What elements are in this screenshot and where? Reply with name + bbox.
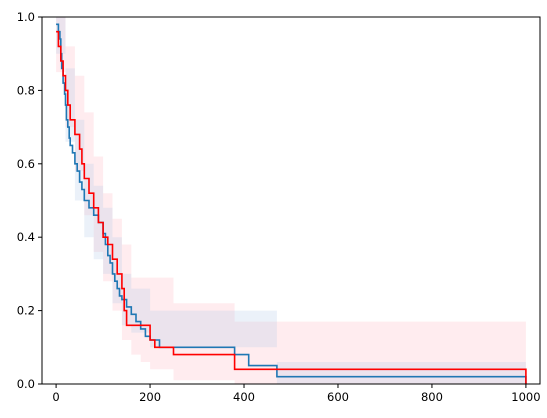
y-axis: 0.0 0.2 0.4 0.6 0.8 1.0 [17,10,42,391]
y-tick-label: 1.0 [17,10,35,24]
y-tick-label: 0.6 [17,157,35,171]
x-tick-label: 0 [52,390,59,404]
survival-line-2 [56,30,527,384]
x-tick-label: 1000 [511,390,540,404]
y-tick-label: 0.8 [17,83,35,97]
survival-curves [56,23,527,384]
x-tick-label: 400 [233,390,255,404]
x-tick-label: 600 [327,390,349,404]
x-tick-label: 200 [139,390,161,404]
y-tick-label: 0.2 [17,304,35,318]
confidence-band-1 [56,17,526,384]
y-tick-label: 0.0 [17,377,35,391]
y-tick-label: 0.4 [17,230,35,244]
confidence-bands [56,17,526,384]
plot-frame [41,16,541,385]
x-axis: 0 200 400 600 800 1000 [52,384,541,404]
x-tick-label: 800 [421,390,443,404]
